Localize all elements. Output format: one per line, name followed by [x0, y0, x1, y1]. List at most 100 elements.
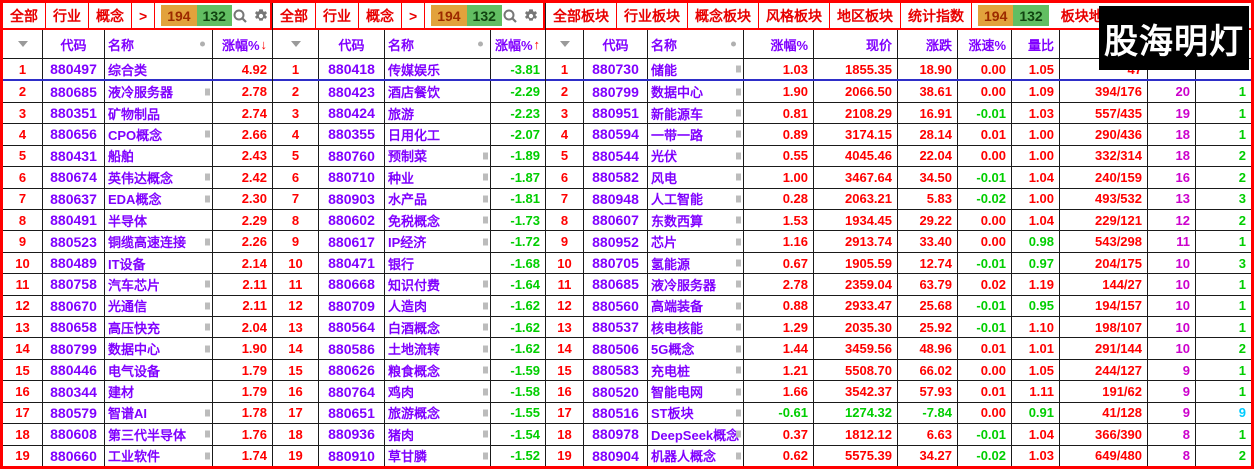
- table-row[interactable]: 15 880446 电气设备 1.79: [3, 359, 272, 382]
- table-row[interactable]: 16 880764 鸡肉 -1.58: [273, 381, 545, 403]
- tab-行业[interactable]: 行业: [316, 3, 359, 28]
- table-row[interactable]: 8 880607 东数西算 1.53 1934.45 29.22 0.00 1.04 229/1…: [546, 209, 1251, 232]
- tab-统计指数[interactable]: 统计指数: [901, 3, 972, 28]
- table-row[interactable]: 10 880489 IT设备 2.14: [3, 252, 272, 275]
- table-row[interactable]: 18 880936 猪肉 -1.54: [273, 424, 545, 446]
- table-row[interactable]: 3 880424 旅游 -2.23: [273, 102, 545, 125]
- tab-more-arrow[interactable]: >: [132, 3, 156, 28]
- table-row[interactable]: 9 880952 芯片 1.16 2913.74 33.40 0.00 0.98 543/298…: [546, 231, 1251, 253]
- filter-dropdown[interactable]: [273, 30, 319, 58]
- row-number: 5: [273, 145, 319, 167]
- table-row[interactable]: 14 880506 5G概念 1.44 3459.56 48.96 0.01 1.01 291/…: [546, 338, 1251, 360]
- table-row[interactable]: 1 880418 传媒娱乐 -3.81: [273, 59, 545, 82]
- search-icon[interactable]: [232, 8, 248, 24]
- col-header-diff[interactable]: 涨跌: [898, 30, 958, 58]
- tab-概念[interactable]: 概念: [359, 3, 402, 28]
- table-row[interactable]: 4 880656 CPO概念 2.66: [3, 124, 272, 146]
- table-row[interactable]: 7 880903 水产品 -1.81: [273, 188, 545, 210]
- table-row[interactable]: 17 880651 旅游概念 -1.55: [273, 402, 545, 425]
- table-row[interactable]: 17 880516 ST板块 -0.61 1274.32 -7.84 0.00 0.91 41/…: [546, 402, 1251, 425]
- tab-概念板块[interactable]: 概念板块: [688, 3, 759, 28]
- col-header-change[interactable]: 涨幅% ↑: [494, 36, 540, 53]
- note-marker-icon: [736, 195, 741, 203]
- change-pct: 1.29: [744, 317, 814, 338]
- table-row[interactable]: 19 880910 草甘膦 -1.52: [273, 445, 545, 466]
- gear-icon[interactable]: [253, 8, 269, 24]
- tab-地区板块[interactable]: 地区板块: [830, 3, 901, 28]
- table-row[interactable]: 14 880799 数据中心 1.90: [3, 338, 272, 360]
- table-row[interactable]: 10 880471 银行 -1.68: [273, 252, 545, 275]
- table-row[interactable]: 14 880586 土地流转 -1.62: [273, 338, 545, 360]
- filter-dropdown[interactable]: [546, 30, 584, 58]
- table-row[interactable]: 5 880544 光伏 0.55 4045.46 22.04 0.00 1.00 332/314…: [546, 145, 1251, 168]
- table-row[interactable]: 6 880710 种业 -1.87: [273, 167, 545, 189]
- table-row[interactable]: 5 880760 预制菜 -1.89: [273, 145, 545, 168]
- gear-icon[interactable]: [523, 8, 539, 24]
- table-row[interactable]: 11 880685 液冷服务器 2.78 2359.04 63.79 0.02 1.19 144…: [546, 274, 1251, 296]
- table-row[interactable]: 9 880523 铜缆高速连接 2.26: [3, 231, 272, 253]
- table-row[interactable]: 6 880582 风电 1.00 3467.64 34.50 -0.01 1.04 240/15…: [546, 167, 1251, 189]
- change-amount: 38.61: [898, 81, 958, 102]
- table-row[interactable]: 3 880351 矿物制品 2.74: [3, 102, 272, 125]
- table-row[interactable]: 17 880579 智谱AI 1.78: [3, 402, 272, 425]
- table-row[interactable]: 19 880660 工业软件 1.74: [3, 445, 272, 466]
- filter-dropdown[interactable]: [3, 30, 43, 58]
- table-row[interactable]: 2 880685 液冷服务器 2.78: [3, 81, 272, 103]
- table-row[interactable]: 16 880344 建材 1.79: [3, 381, 272, 403]
- table-row[interactable]: 12 880709 人造肉 -1.62: [273, 295, 545, 318]
- table-row[interactable]: 4 880594 一带一路 0.89 3174.15 28.14 0.01 1.00 290/4…: [546, 124, 1251, 146]
- sector-name: 预制菜: [385, 145, 491, 167]
- col-header-name[interactable]: 名称: [105, 30, 213, 58]
- table-row[interactable]: 12 880560 高端装备 0.88 2933.47 25.68 -0.01 0.95 194…: [546, 295, 1251, 318]
- col-header-code[interactable]: 代码: [319, 30, 385, 58]
- table-row[interactable]: 4 880355 日用化工 -2.07: [273, 124, 545, 146]
- col-header-speed[interactable]: 涨速%: [958, 30, 1012, 58]
- table-row[interactable]: 15 880583 充电桩 1.21 5508.70 66.02 0.00 1.05 244/1…: [546, 359, 1251, 382]
- table-row[interactable]: 9 880617 IP经济 -1.72: [273, 231, 545, 253]
- table-row[interactable]: 13 880537 核电核能 1.29 2035.30 25.92 -0.01 1.10 198…: [546, 317, 1251, 339]
- table-row[interactable]: 18 880978 DeepSeek概念 0.37 1812.12 6.63 -0.01 1.…: [546, 424, 1251, 446]
- tab-风格板块[interactable]: 风格板块: [759, 3, 830, 28]
- col-header-code[interactable]: 代码: [43, 30, 105, 58]
- extra-count: 1: [1238, 298, 1246, 314]
- table-row[interactable]: 2 880423 酒店餐饮 -2.29: [273, 81, 545, 103]
- tab-行业板块[interactable]: 行业板块: [617, 3, 688, 28]
- search-icon[interactable]: [502, 8, 518, 24]
- col-header-change[interactable]: 涨幅% ↓: [221, 36, 267, 53]
- col-header-price[interactable]: 现价: [814, 30, 898, 58]
- table-row[interactable]: 7 880637 EDA概念 2.30: [3, 188, 272, 210]
- table-row[interactable]: 13 880658 高压快充 2.04: [3, 317, 272, 339]
- table-row[interactable]: 8 880602 免税概念 -1.73: [273, 209, 545, 232]
- tab-全部[interactable]: 全部: [3, 3, 46, 28]
- table-row[interactable]: 1 880497 综合类 4.92: [3, 59, 272, 82]
- table-row[interactable]: 6 880674 英伟达概念 2.42: [3, 167, 272, 189]
- table-row[interactable]: 12 880670 光通信 2.11: [3, 295, 272, 318]
- table-row[interactable]: 16 880520 智能电网 1.66 3542.37 57.93 0.01 1.11 191/…: [546, 381, 1251, 403]
- tab-全部[interactable]: 全部: [273, 3, 316, 28]
- table-row[interactable]: 13 880564 白酒概念 -1.62: [273, 317, 545, 339]
- extra-count: 1: [1238, 126, 1246, 142]
- table-row[interactable]: 18 880608 第三代半导体 1.76: [3, 424, 272, 446]
- table-row[interactable]: 15 880626 粮食概念 -1.59: [273, 359, 545, 382]
- col-header-code[interactable]: 代码: [584, 30, 648, 58]
- table-row[interactable]: 7 880948 人工智能 0.28 2063.21 5.83 -0.02 1.00 493/5…: [546, 188, 1251, 210]
- table-row[interactable]: 19 880904 机器人概念 0.62 5575.39 34.27 -0.02 1.03 64…: [546, 445, 1251, 466]
- table-row[interactable]: 5 880431 船舶 2.43: [3, 145, 272, 168]
- table-row[interactable]: 2 880799 数据中心 1.90 2066.50 38.61 0.00 1.09 394/1…: [546, 81, 1251, 103]
- table-row[interactable]: 3 880951 新能源车 0.81 2108.29 16.91 -0.01 1.03 557/…: [546, 102, 1251, 125]
- tab-more-arrow[interactable]: >: [402, 3, 426, 28]
- table-row[interactable]: 11 880668 知识付费 -1.64: [273, 274, 545, 296]
- change-pct: 2.42: [241, 169, 267, 185]
- tab-行业[interactable]: 行业: [46, 3, 89, 28]
- table-row[interactable]: 11 880758 汽车芯片 2.11: [3, 274, 272, 296]
- table-row[interactable]: 8 880491 半导体 2.29: [3, 209, 272, 232]
- sector-name: 核电核能: [648, 317, 744, 338]
- table-row[interactable]: 10 880705 氢能源 0.67 1905.59 12.74 -0.01 0.97 204/…: [546, 252, 1251, 275]
- col-header-name[interactable]: 名称: [648, 30, 744, 58]
- tab-概念[interactable]: 概念: [89, 3, 132, 28]
- col-header-change[interactable]: 涨幅%: [744, 30, 814, 58]
- tab-全部板块[interactable]: 全部板块: [546, 3, 617, 28]
- col-header-ratio[interactable]: 量比: [1012, 30, 1060, 58]
- col-header-name[interactable]: 名称: [385, 30, 491, 58]
